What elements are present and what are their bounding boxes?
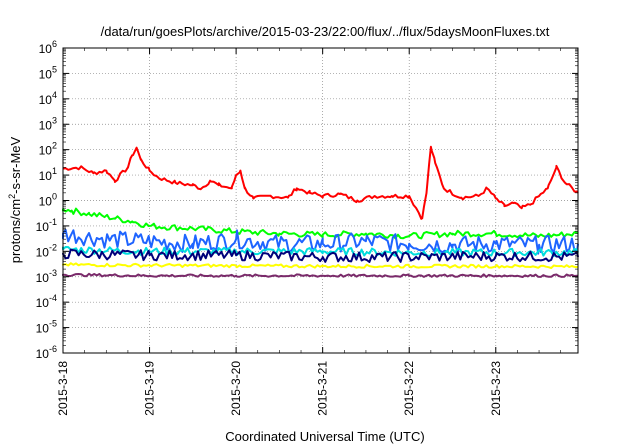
x-tick-label: 2015-3-23: [489, 361, 503, 416]
y-axis-label-rest: -s-sr-MeV: [8, 136, 23, 193]
y-tick-label: 10-1: [36, 217, 57, 234]
y-tick-label: 103: [39, 115, 57, 132]
x-tick-label: 2015-3-22: [402, 361, 416, 416]
y-axis-label-text: protons/cm2-s-sr-MeV: [7, 136, 23, 263]
y-tick-label: 100: [39, 192, 57, 209]
x-axis-label: Coordinated Universal Time (UTC): [225, 429, 424, 444]
series-line: [62, 248, 579, 263]
y-tick-label: 101: [39, 166, 57, 183]
y-tick-label: 10-2: [36, 242, 57, 259]
chart-title: /data/run/goesPlots/archive/2015-03-23/2…: [101, 24, 550, 39]
series-line: [62, 228, 579, 255]
series-line: [62, 145, 579, 220]
y-tick-label: 102: [39, 141, 57, 158]
y-axis-label-sup: 2: [7, 194, 17, 199]
y-tick-label: 10-5: [36, 319, 57, 336]
x-tick-label: 2015-3-20: [229, 361, 243, 416]
grid: [63, 48, 578, 353]
y-axis-label-main: protons/cm: [8, 199, 23, 263]
y-axis-label: protons/cm2-s-sr-MeV: [7, 136, 23, 263]
y-tick-label: 104: [39, 90, 57, 107]
y-tick-label: 106: [39, 39, 57, 56]
y-tick-label: 10-6: [36, 344, 57, 361]
plot-frame: [62, 47, 579, 354]
series-line: [62, 262, 579, 269]
series-line: [62, 272, 579, 278]
x-tick-label: 2015-3-19: [143, 361, 157, 416]
tick-layer: 106 105 104 103 102 101 100 10-1 10-2 10-3 10-4 10-…: [36, 39, 578, 416]
y-tick-label: 10-3: [36, 268, 57, 285]
series-line: [62, 207, 579, 240]
y-tick-label: 10-4: [36, 293, 57, 310]
series-layer: [62, 145, 579, 278]
y-tick-label: 105: [39, 64, 57, 81]
x-tick-label: 2015-3-18: [56, 361, 70, 416]
x-tick-label: 2015-3-21: [316, 361, 330, 416]
